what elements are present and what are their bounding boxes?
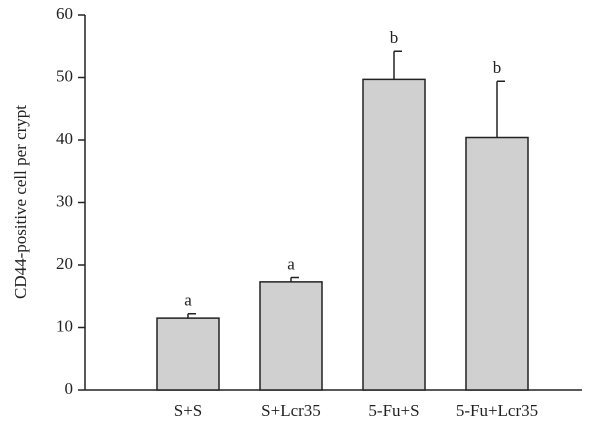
y-axis-label: CD44-positive cell per crypt: [11, 105, 30, 299]
bar: [156, 317, 220, 391]
x-tick-label: 5-Fu+S: [368, 401, 419, 420]
significance-label: b: [390, 28, 399, 47]
bar: [465, 136, 529, 391]
y-tick-label: 40: [56, 129, 73, 148]
y-tick-label: 20: [56, 254, 73, 273]
y-tick-label: 10: [56, 316, 73, 335]
significance-label: a: [287, 254, 295, 273]
bar: [259, 281, 323, 391]
bar: [362, 78, 426, 391]
x-tick-label: 5-Fu+Lcr35: [456, 401, 538, 420]
significance-label: a: [184, 291, 192, 310]
y-tick-label: 30: [56, 191, 73, 210]
y-tick-label: 50: [56, 66, 73, 85]
x-tick-label: S+S: [174, 401, 203, 420]
x-tick-label: S+Lcr35: [261, 401, 321, 420]
y-tick-label: 0: [65, 379, 74, 398]
y-tick-label: 60: [56, 4, 73, 23]
significance-label: b: [493, 58, 502, 77]
